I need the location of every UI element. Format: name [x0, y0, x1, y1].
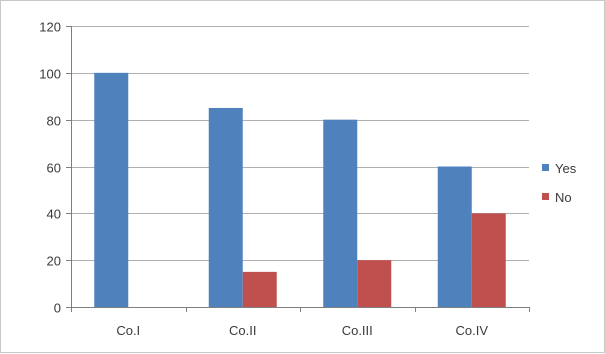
- bar-no-co-ii: [242, 271, 277, 307]
- axes: [71, 26, 530, 312]
- y-tick-label: 80: [47, 114, 61, 129]
- bars: [94, 72, 506, 308]
- y-tick-label: 100: [39, 67, 61, 82]
- y-tick-label: 60: [47, 161, 61, 176]
- legend: Yes No: [542, 161, 577, 205]
- y-tick-labels: 0 20 40 60 80 100 120: [39, 20, 61, 316]
- bar-yes-co-iii: [323, 119, 358, 308]
- x-tick-label: Co.IV: [455, 323, 488, 338]
- bar-yes-co-iv: [437, 166, 472, 307]
- legend-label-no: No: [555, 190, 572, 205]
- bar-yes-co-ii: [208, 107, 243, 307]
- bar-no-co-iv: [471, 213, 506, 307]
- bar-no-co-iii: [357, 260, 392, 307]
- y-tick-label: 20: [47, 254, 61, 269]
- y-tick-label: 0: [54, 301, 61, 316]
- legend-swatch-no: [542, 193, 549, 200]
- legend-swatch-yes: [542, 164, 549, 171]
- x-tick-labels: Co.I Co.II Co.III Co.IV: [116, 323, 488, 338]
- x-tick-label: Co.III: [342, 323, 373, 338]
- y-tick-label: 120: [39, 20, 61, 35]
- bar-yes-co-i: [94, 72, 129, 307]
- x-tick-label: Co.II: [229, 323, 256, 338]
- y-tick-label: 40: [47, 207, 61, 222]
- legend-label-yes: Yes: [555, 161, 577, 176]
- x-tick-label: Co.I: [116, 323, 140, 338]
